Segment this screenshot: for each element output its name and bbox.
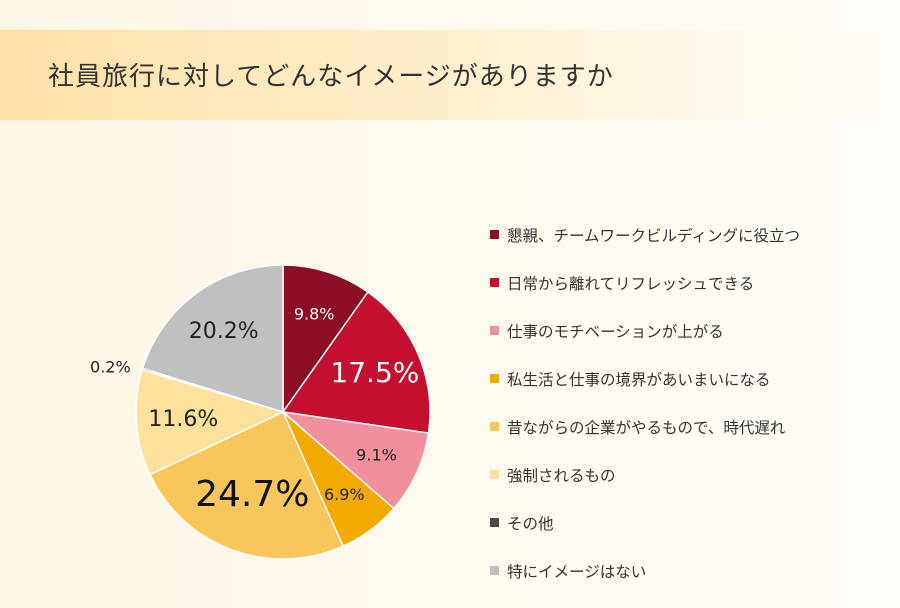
slice-value-label-1: 9.8% bbox=[294, 304, 335, 323]
legend-swatch bbox=[490, 470, 499, 479]
legend-item-7: その他 bbox=[490, 512, 800, 560]
slice-value-label-6: 11.6% bbox=[148, 407, 218, 432]
legend-label: 昔ながらの企業がやるもので、時代遅れ bbox=[507, 419, 786, 437]
slice-value-label-8: 20.2% bbox=[189, 319, 259, 344]
legend-label: 私生活と仕事の境界があいまいになる bbox=[507, 371, 771, 389]
legend-swatch bbox=[490, 518, 499, 527]
legend-swatch bbox=[490, 230, 499, 239]
legend-label: 日常から離れてリフレッシュできる bbox=[507, 275, 755, 293]
legend-item-1: 懇親、チームワークビルディングに役立つ bbox=[490, 224, 800, 272]
legend-item-2: 日常から離れてリフレッシュできる bbox=[490, 272, 800, 320]
legend-label: 特にイメージはない bbox=[507, 563, 647, 581]
pie-slice-5 bbox=[148, 410, 345, 560]
title-band bbox=[0, 30, 900, 120]
slice-value-label-5: 24.7% bbox=[195, 474, 309, 515]
legend-swatch bbox=[490, 422, 499, 431]
legend-swatch bbox=[490, 326, 499, 335]
slice-value-label-7: 0.2% bbox=[90, 357, 131, 376]
legend-item-8: 特にイメージはない bbox=[490, 560, 800, 608]
legend-swatch bbox=[490, 278, 499, 287]
legend: 懇親、チームワークビルディングに役立つ 日常から離れてリフレッシュできる 仕事のモチ… bbox=[490, 224, 800, 608]
legend-label: その他 bbox=[507, 515, 554, 533]
slice-value-label-4: 6.9% bbox=[324, 485, 365, 504]
chart-title: 社員旅行に対してどんなイメージがありますか bbox=[48, 62, 614, 92]
pie-slice-1 bbox=[282, 264, 369, 415]
legend-item-4: 私生活と仕事の境界があいまいになる bbox=[490, 368, 800, 416]
legend-item-3: 仕事のモチベーションが上がる bbox=[490, 320, 800, 368]
legend-label: 仕事のモチベーションが上がる bbox=[507, 323, 724, 341]
slice-value-label-2: 17.5% bbox=[330, 356, 419, 389]
slice-value-label-3: 9.1% bbox=[356, 445, 397, 464]
legend-item-5: 昔ながらの企業がやるもので、時代遅れ bbox=[490, 416, 800, 464]
pie-slice-2 bbox=[281, 290, 431, 435]
legend-label: 懇親、チームワークビルディングに役立つ bbox=[507, 227, 800, 245]
legend-label: 強制されるもの bbox=[507, 467, 616, 485]
legend-swatch bbox=[490, 566, 499, 575]
legend-item-6: 強制されるもの bbox=[490, 464, 800, 512]
pie-slice-8 bbox=[141, 264, 284, 414]
pie-slice-6 bbox=[135, 369, 286, 476]
legend-swatch bbox=[490, 374, 499, 383]
pie-slice-3 bbox=[280, 410, 430, 510]
